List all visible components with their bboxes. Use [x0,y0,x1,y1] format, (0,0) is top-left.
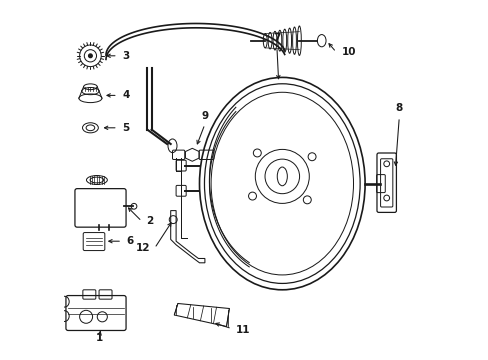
Text: 11: 11 [236,325,250,336]
Text: 12: 12 [135,243,150,253]
Text: 5: 5 [122,123,129,133]
Text: 1: 1 [96,333,103,343]
Circle shape [88,54,92,58]
Text: 4: 4 [122,90,129,100]
Text: 6: 6 [126,236,133,246]
Text: 2: 2 [146,216,153,226]
Text: 10: 10 [341,47,355,57]
Text: 7: 7 [273,33,280,43]
Text: 8: 8 [395,103,402,113]
Text: 3: 3 [122,51,129,61]
Text: 9: 9 [201,111,208,121]
